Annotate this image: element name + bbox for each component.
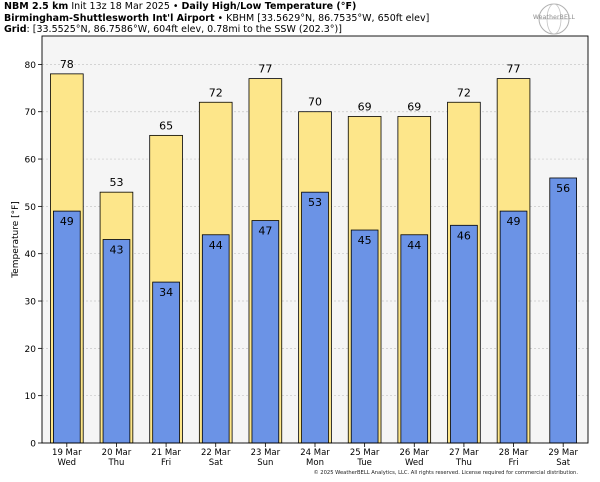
low-temp-label: 45 xyxy=(358,234,372,247)
low-temp-bar xyxy=(499,210,528,444)
high-temp-label: 72 xyxy=(209,86,223,99)
high-temp-label: 70 xyxy=(308,96,322,109)
low-temp-bar xyxy=(201,234,230,444)
x-tick-date: 27 Mar xyxy=(449,448,479,458)
logo-globe-icon xyxy=(538,3,570,35)
plot-frame xyxy=(41,35,589,444)
low-temp-label: 53 xyxy=(308,196,322,209)
high-temp-label: 65 xyxy=(159,119,173,132)
y-tick-label: 20 xyxy=(25,345,37,355)
x-tick-date: 21 Mar xyxy=(151,448,181,458)
high-temp-label: 69 xyxy=(407,100,421,113)
header-line-2: Birmingham-Shuttlesworth Int'l Airport •… xyxy=(4,13,429,25)
header-line-3: Grid: [33.5525°N, 86.7586°W, 604ft elev,… xyxy=(4,24,429,36)
x-tick-date: 23 Mar xyxy=(251,448,281,458)
y-tick-label: 80 xyxy=(25,61,37,71)
y-tick-label: 10 xyxy=(25,392,37,402)
low-temp-label: 56 xyxy=(556,182,570,195)
x-tick-date: 19 Mar xyxy=(52,448,82,458)
x-tick-day: Thu xyxy=(455,458,472,468)
low-temp-bar xyxy=(152,281,180,444)
low-temp-label: 49 xyxy=(60,215,74,228)
x-tick-day: Sun xyxy=(257,458,273,468)
x-tick-day: Thu xyxy=(107,458,124,468)
y-tick-label: 40 xyxy=(25,250,37,260)
high-temp-label: 72 xyxy=(457,86,471,99)
x-tick-day: Mon xyxy=(306,458,324,468)
init-time: Init 13z 18 Mar 2025 xyxy=(71,1,170,12)
low-temp-bar xyxy=(251,220,280,444)
low-temp-bar xyxy=(400,234,429,444)
y-axis-label: Temperature [°F] xyxy=(11,201,21,279)
high-temp-label: 78 xyxy=(60,58,74,71)
chart-header: NBM 2.5 km Init 13z 18 Mar 2025 • Daily … xyxy=(4,1,429,36)
low-temp-label: 46 xyxy=(457,229,471,242)
x-tick-date: 20 Mar xyxy=(102,448,132,458)
low-temp-label: 43 xyxy=(109,244,123,257)
high-temp-label: 77 xyxy=(507,63,521,76)
low-temp-bar xyxy=(350,229,379,444)
high-temp-label: 69 xyxy=(358,100,372,113)
copyright-notice: © 2025 WeatherBELL Analytics, LLC. All r… xyxy=(313,470,578,476)
x-tick-date: 24 Mar xyxy=(300,448,330,458)
x-tick-date: 28 Mar xyxy=(499,448,529,458)
y-tick-label: 70 xyxy=(25,108,37,118)
station-info: • KBHM [33.5629°N, 86.7535°W, 650ft elev… xyxy=(217,12,430,24)
x-tick-date: 22 Mar xyxy=(201,448,231,458)
low-temp-label: 49 xyxy=(507,215,521,228)
high-temp-label: 53 xyxy=(109,176,123,189)
header-line-1: NBM 2.5 km Init 13z 18 Mar 2025 • Daily … xyxy=(4,1,429,13)
x-tick-day: Sat xyxy=(556,458,571,468)
grid-info: : [33.5525°N, 86.7586°W, 604ft elev, 0.7… xyxy=(26,24,342,35)
high-temp-label: 77 xyxy=(258,63,272,76)
low-temp-bar xyxy=(102,239,131,444)
x-tick-day: Tue xyxy=(356,458,372,468)
x-tick-date: 26 Mar xyxy=(399,448,429,458)
low-temp-label: 47 xyxy=(258,225,272,238)
low-temp-bar xyxy=(301,191,329,444)
weatherbell-logo: WeatherBELL xyxy=(524,2,584,36)
low-temp-label: 44 xyxy=(209,239,223,252)
y-tick-label: 60 xyxy=(25,156,37,166)
x-tick-day: Fri xyxy=(161,458,171,468)
x-tick-day: Wed xyxy=(405,458,424,468)
logo-text: WeatherBELL xyxy=(532,14,576,21)
low-temp-bar xyxy=(549,177,577,444)
y-tick-label: 50 xyxy=(25,203,37,213)
low-temp-label: 44 xyxy=(407,239,421,252)
low-temp-label: 34 xyxy=(159,286,173,299)
station-name: Birmingham-Shuttlesworth Int'l Airport xyxy=(4,12,215,24)
low-temp-bar xyxy=(450,224,478,444)
x-tick-day: Fri xyxy=(508,458,518,468)
bullet-separator: • xyxy=(172,1,179,12)
x-tick-day: Sat xyxy=(209,458,224,468)
chart-title: Daily High/Low Temperature (°F) xyxy=(181,1,357,12)
x-tick-date: 29 Mar xyxy=(548,448,578,458)
grid-label: Grid xyxy=(4,24,27,35)
model-name: NBM 2.5 km xyxy=(4,1,69,12)
y-tick-label: 0 xyxy=(30,440,36,450)
x-tick-day: Wed xyxy=(58,458,77,468)
low-temp-bar xyxy=(53,210,81,444)
x-tick-date: 25 Mar xyxy=(350,448,380,458)
y-tick-label: 30 xyxy=(25,298,37,308)
